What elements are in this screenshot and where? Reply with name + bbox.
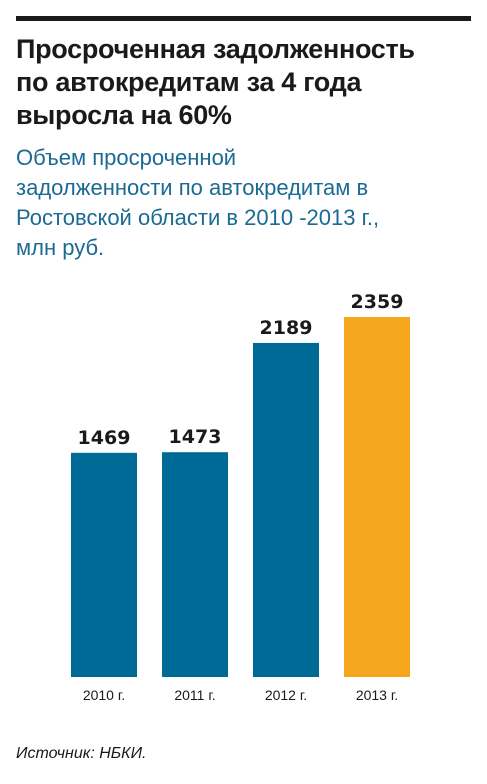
title-line-2: по автокредитам за 4 года xyxy=(16,67,362,97)
subtitle-line-4: млн руб. xyxy=(16,235,105,260)
title-line-1: Просроченная задолженность xyxy=(16,34,415,64)
bar-3 xyxy=(253,342,319,677)
data-label-1: 1469 xyxy=(78,427,131,449)
bars-group xyxy=(71,317,410,677)
tick-label-1: 2010 г. xyxy=(83,687,125,703)
data-label-4: 2359 xyxy=(351,291,404,313)
subtitle-line-1: Объем просроченной xyxy=(16,145,237,170)
tick-label-3: 2012 г. xyxy=(265,687,307,703)
tick-labels-group: 2010 г. 2011 г. 2012 г. 2013 г. xyxy=(83,687,398,703)
title-line-3: выросла на 60% xyxy=(16,100,232,130)
data-label-3: 2189 xyxy=(260,317,313,339)
bar-2 xyxy=(162,452,228,677)
bar-4 xyxy=(344,317,410,677)
source-note: Источник: НБКИ. xyxy=(16,745,147,762)
chart-title: Просроченная задолженность по автокредит… xyxy=(16,33,476,132)
data-labels-group: 1469 1473 2189 2359 xyxy=(78,291,404,449)
tick-label-2: 2011 г. xyxy=(174,687,215,703)
tick-label-4: 2013 г. xyxy=(356,687,398,703)
top-rule xyxy=(16,16,471,21)
subtitle-line-3: Ростовской области в 2010 -2013 г., xyxy=(16,205,380,230)
chart-subtitle: Объем просроченной задолженности по авто… xyxy=(16,143,476,263)
subtitle-line-2: задолженности по автокредитам в xyxy=(16,175,369,200)
bar-1 xyxy=(71,452,137,677)
data-label-2: 1473 xyxy=(169,426,222,448)
